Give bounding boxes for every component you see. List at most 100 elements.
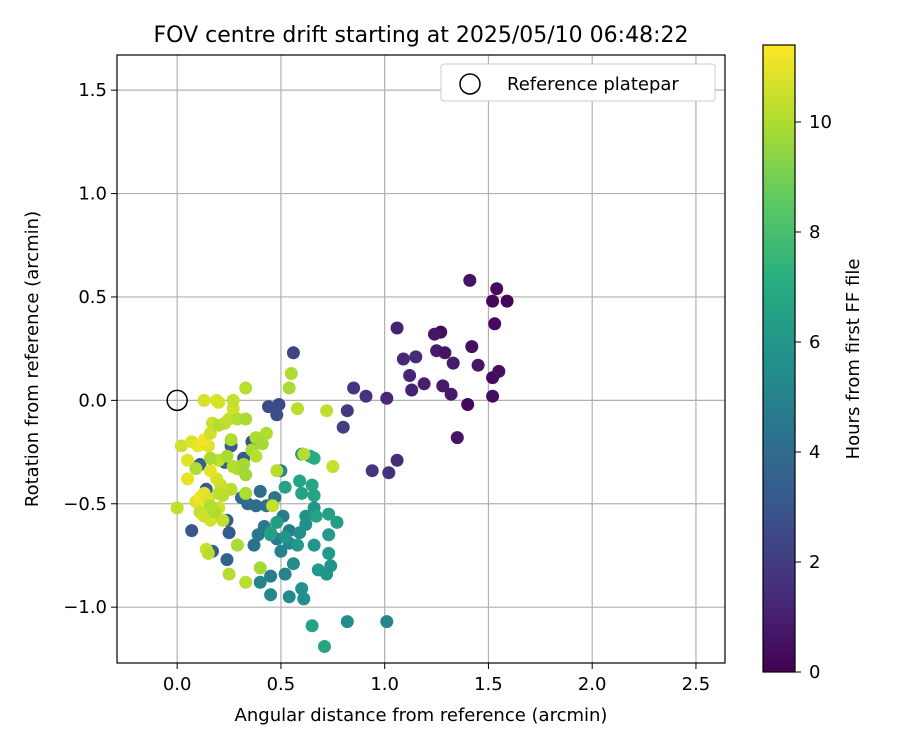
legend: Reference platepar bbox=[440, 63, 716, 102]
scatter-point bbox=[239, 381, 253, 395]
y-tick-label: 1.0 bbox=[78, 184, 107, 205]
scatter-point bbox=[438, 346, 452, 360]
scatter-point bbox=[253, 575, 267, 589]
scatter-point bbox=[212, 395, 226, 409]
scatter-point bbox=[417, 377, 431, 391]
scatter-point bbox=[222, 526, 236, 540]
scatter-point bbox=[307, 451, 321, 465]
scatter-point bbox=[189, 462, 203, 476]
x-tick-label: 0.5 bbox=[267, 674, 296, 695]
scatter-point bbox=[262, 400, 275, 414]
scatter-point bbox=[322, 546, 336, 560]
scatter-point bbox=[380, 615, 394, 629]
scatter-point bbox=[396, 352, 410, 366]
x-tick-label: 1.0 bbox=[370, 674, 399, 695]
scatter-point bbox=[272, 398, 286, 411]
scatter-point bbox=[359, 389, 373, 403]
scatter-point bbox=[295, 486, 309, 500]
scatter-point bbox=[185, 524, 199, 538]
axis-ticks: 0.0 0.5 1.0 1.5 2.0 2.5 −1.0 −0.5 0.0 0.5 1.0 1.5 bbox=[63, 80, 710, 695]
grid bbox=[117, 55, 725, 663]
scatter-point bbox=[309, 509, 323, 523]
scatter-point bbox=[305, 619, 319, 633]
chart-title: FOV centre drift starting at 2025/05/10 … bbox=[154, 23, 689, 48]
scatter-point bbox=[203, 464, 217, 478]
scatter-point bbox=[428, 327, 441, 341]
scatter-point bbox=[249, 499, 263, 513]
scatter-point bbox=[255, 437, 269, 451]
scatter-point bbox=[266, 499, 280, 513]
scatter-point bbox=[220, 553, 234, 567]
colorbar-tick-label: 8 bbox=[809, 222, 820, 243]
scatter-point bbox=[249, 449, 263, 463]
scatter-point bbox=[203, 451, 217, 465]
scatter-point bbox=[201, 546, 215, 560]
scatter-point bbox=[239, 412, 253, 426]
scatter-point bbox=[382, 466, 396, 480]
x-tick-label: 2.0 bbox=[578, 674, 607, 695]
scatter-point bbox=[380, 391, 394, 405]
colorbar-tick-label: 2 bbox=[809, 552, 820, 573]
x-tick-label: 0.0 bbox=[163, 674, 192, 695]
scatter-points bbox=[170, 273, 514, 653]
x-tick-label: 2.5 bbox=[682, 674, 711, 695]
plot-frame bbox=[116, 54, 726, 664]
scatter-point bbox=[340, 404, 354, 418]
legend-open-circle-icon bbox=[459, 73, 481, 95]
scatter-point bbox=[486, 294, 500, 308]
scatter-point bbox=[390, 321, 404, 335]
scatter-point bbox=[197, 509, 211, 523]
scatter-point bbox=[226, 393, 240, 407]
scatter-point bbox=[203, 499, 217, 513]
scatter-point bbox=[253, 561, 267, 575]
scatter-point bbox=[307, 489, 321, 502]
scatter-point bbox=[299, 509, 313, 523]
scatter-point bbox=[278, 480, 292, 494]
scatter-point bbox=[264, 569, 278, 583]
scatter-point bbox=[405, 383, 419, 397]
y-tick-label: 1.5 bbox=[78, 80, 107, 101]
scatter-point bbox=[174, 439, 188, 453]
scatter-point bbox=[322, 528, 336, 542]
scatter-point bbox=[264, 588, 278, 602]
scatter-point bbox=[222, 567, 236, 581]
scatter-point bbox=[293, 474, 307, 488]
scatter-point bbox=[500, 294, 514, 308]
scatter-point bbox=[270, 464, 284, 478]
scatter-point bbox=[230, 538, 244, 552]
scatter-point bbox=[247, 538, 261, 552]
scatter-point bbox=[488, 317, 502, 331]
scatter-point bbox=[297, 447, 311, 461]
scatter-point bbox=[326, 460, 340, 473]
scatter-point bbox=[390, 453, 404, 467]
colorbar-tick-label: 6 bbox=[809, 332, 820, 353]
colorbar-tick-label: 10 bbox=[809, 112, 832, 133]
scatter-point bbox=[291, 402, 304, 416]
scatter-point bbox=[307, 538, 321, 552]
colorbar-frame bbox=[762, 44, 796, 673]
scatter-point bbox=[324, 559, 338, 573]
scatter-point bbox=[336, 420, 350, 434]
colorbar-tick-label: 0 bbox=[809, 662, 820, 683]
scatter-point bbox=[471, 358, 485, 372]
reference-platepar-marker bbox=[166, 389, 188, 412]
scatter-point bbox=[239, 468, 253, 482]
scatter-point bbox=[295, 582, 309, 596]
scatter-point bbox=[286, 557, 300, 571]
colorbar-ticks: 0 2 4 6 8 10 bbox=[795, 112, 832, 683]
scatter-point bbox=[446, 356, 460, 370]
scatter-point bbox=[291, 538, 304, 552]
scatter-point bbox=[270, 515, 284, 529]
scatter-point bbox=[461, 398, 475, 411]
scatter-point bbox=[239, 486, 253, 500]
scatter-point bbox=[365, 464, 379, 478]
scatter-point bbox=[305, 478, 319, 492]
legend-box bbox=[440, 63, 716, 102]
scatter-point bbox=[239, 575, 253, 589]
scatter-point bbox=[436, 379, 450, 393]
scatter-point bbox=[216, 489, 230, 502]
scatter-point bbox=[409, 350, 423, 364]
scatter-point bbox=[181, 453, 195, 467]
scatter-point bbox=[286, 346, 300, 360]
